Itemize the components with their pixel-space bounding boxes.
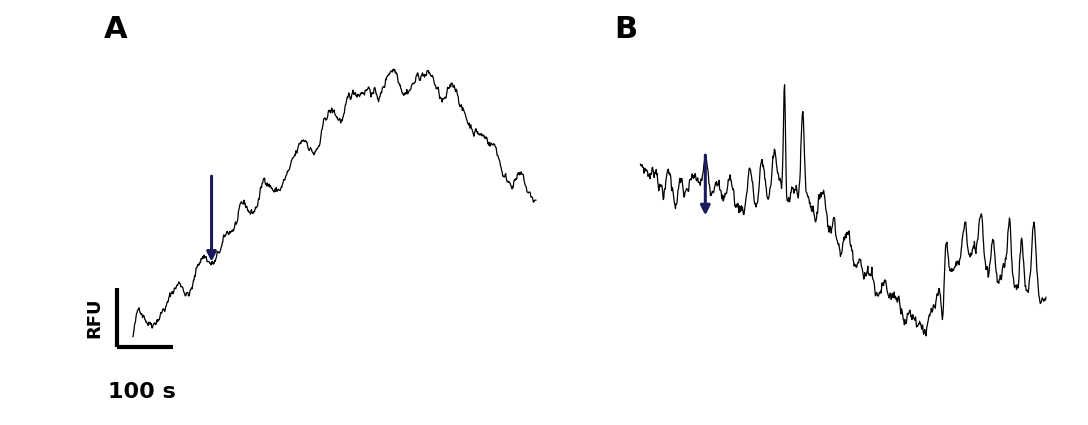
Text: B: B: [615, 15, 638, 44]
Text: 100 s: 100 s: [109, 382, 176, 402]
Text: RFU: RFU: [86, 298, 103, 338]
Text: A: A: [103, 15, 127, 44]
